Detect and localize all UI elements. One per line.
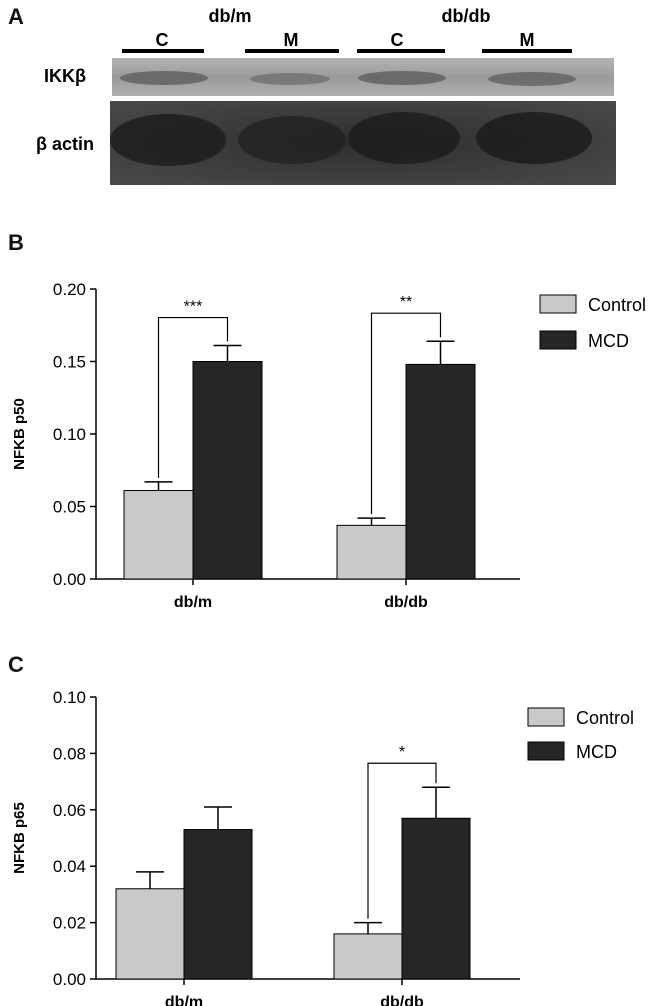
blot-lane-bar — [357, 49, 445, 53]
blot-lane-label: M — [520, 30, 535, 50]
blot-band — [120, 71, 208, 85]
blot-band — [348, 112, 460, 164]
blot-band — [476, 112, 592, 164]
blot-band — [250, 73, 330, 85]
blot-row-label-actin: β actin — [36, 134, 94, 154]
legend-label-mcd: MCD — [576, 742, 617, 762]
legend-label-control: Control — [576, 708, 634, 728]
y-axis-label: NFKB p65 — [11, 802, 28, 874]
blot-band — [238, 116, 346, 164]
blot-lane-bar — [482, 49, 572, 53]
significance-marker: * — [399, 744, 405, 761]
legend-swatch-control — [527, 707, 565, 727]
y-tick-label: 0.00 — [53, 970, 86, 989]
bar-control — [123, 490, 194, 580]
x-category-label: db/m — [165, 994, 203, 1006]
y-tick-label: 0.08 — [53, 744, 86, 763]
blot-band — [488, 72, 576, 86]
y-tick-label: 0.00 — [53, 570, 86, 589]
significance-bracket — [157, 316, 229, 478]
y-tick-label: 0.02 — [53, 914, 86, 933]
blot-lane-bar — [122, 49, 204, 53]
blot-lane-label: C — [156, 30, 169, 50]
x-category-label: db/m — [174, 594, 212, 611]
significance-bracket — [367, 762, 437, 919]
legend-label-mcd: MCD — [588, 331, 629, 351]
y-tick-label: 0.10 — [53, 425, 86, 444]
panel-label-a: A — [8, 4, 24, 29]
blot-row-label-ikkb: IKKβ — [44, 66, 86, 86]
blot-group-label-dbdb: db/db — [442, 6, 491, 26]
bar-mcd — [183, 829, 253, 980]
y-tick-label: 0.04 — [53, 857, 86, 876]
x-category-label: db/db — [380, 994, 424, 1006]
legend-label-control: Control — [588, 295, 646, 315]
legend-swatch-control — [539, 294, 577, 314]
significance-bracket — [370, 312, 442, 515]
panel-label-c: C — [8, 652, 24, 677]
y-axis-label: NFKB p50 — [11, 398, 28, 470]
x-category-label: db/db — [384, 594, 428, 611]
bar-control — [115, 888, 185, 980]
blot-group-label-dbm: db/m — [209, 6, 252, 26]
bar-control — [333, 933, 403, 980]
y-tick-label: 0.06 — [53, 801, 86, 820]
blot-lane-label: C — [391, 30, 404, 50]
significance-marker: *** — [184, 299, 203, 316]
y-tick-label: 0.05 — [53, 498, 86, 517]
y-tick-label: 0.10 — [53, 688, 86, 707]
western-blot-figure: db/m db/db C M C M IKKβ β actin — [36, 6, 616, 185]
panel-label-b: B — [8, 230, 24, 255]
blot-band — [110, 114, 226, 166]
blot-lane-label: M — [284, 30, 299, 50]
legend-swatch-mcd — [527, 741, 565, 761]
bar-chart-nfkb-p65: NFKB p65 0.00 0.02 0.04 0.06 0.08 0.10 db/m db/d… — [11, 688, 634, 1006]
bar-mcd — [405, 363, 476, 580]
legend-swatch-mcd — [539, 330, 577, 350]
y-tick-label: 0.15 — [53, 353, 86, 372]
bar-mcd — [192, 361, 263, 580]
y-tick-label: 0.20 — [53, 280, 86, 299]
bar-control — [336, 524, 407, 580]
bar-mcd — [401, 817, 471, 980]
blot-band — [358, 71, 446, 85]
significance-marker: ** — [400, 294, 412, 311]
blot-lane-bar — [245, 49, 339, 53]
